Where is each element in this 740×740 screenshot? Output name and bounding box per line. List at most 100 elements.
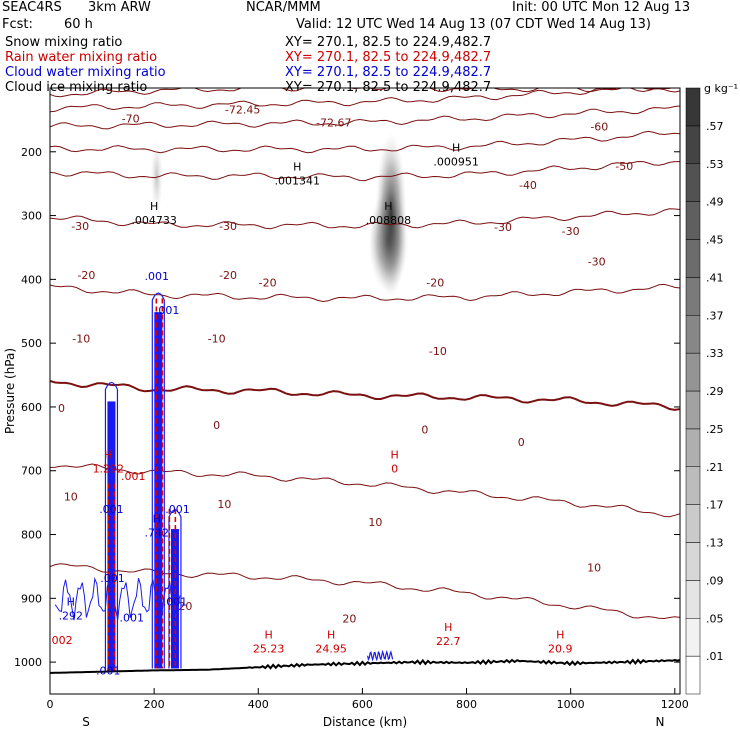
plot-area: -72.45 -72.67 -70 -60 -50 -40 -30 -30 -30 -30 -30 -… bbox=[48, 88, 680, 677]
colorbar-cell bbox=[685, 580, 701, 619]
colorbar-level-label: .57 bbox=[706, 120, 724, 133]
high-value: 22.7 bbox=[436, 635, 461, 648]
field-rain-name: Rain water mixing ratio bbox=[5, 50, 158, 65]
high-marker: H bbox=[104, 449, 112, 462]
temperature-label: -70 bbox=[122, 113, 140, 126]
colorbar-cell bbox=[685, 239, 701, 278]
surface-pressure-line bbox=[50, 658, 680, 674]
field-cloudwater-xy: XY= 270.1, 82.5 to 224.9,482.7 bbox=[285, 65, 492, 80]
endpoint-left: S bbox=[82, 715, 90, 729]
high-value: .292 bbox=[59, 609, 84, 622]
high-marker: H bbox=[444, 621, 452, 634]
valid-time: Valid: 12 UTC Wed 14 Aug 13 (07 CDT Wed … bbox=[296, 17, 651, 32]
temperature-label: -72.67 bbox=[316, 116, 351, 129]
temperature-label: 10 bbox=[587, 562, 601, 575]
high-value: 25.23 bbox=[253, 643, 285, 656]
x-tick-label: 400 bbox=[248, 698, 269, 711]
high-marker: H bbox=[391, 449, 399, 462]
colorbar-cell bbox=[685, 428, 701, 467]
temperature-contour bbox=[50, 105, 680, 130]
colorbar-level-label: .25 bbox=[706, 423, 724, 436]
colorbar-level-label: .45 bbox=[706, 234, 724, 247]
cloud-water-contour bbox=[104, 381, 119, 671]
endpoint-right: N bbox=[656, 715, 665, 729]
high-marker: H bbox=[150, 200, 158, 213]
temperature-label: -20 bbox=[77, 269, 95, 282]
colorbar-cell bbox=[685, 655, 701, 695]
colorbar-cell bbox=[685, 163, 701, 202]
cloud-water-contour bbox=[367, 649, 394, 662]
temperature-contour bbox=[50, 283, 680, 303]
colorbar-level-label: .13 bbox=[706, 537, 724, 550]
temperature-label: -30 bbox=[71, 220, 89, 233]
cloud-water-contour bbox=[151, 292, 165, 669]
colorbar-cell bbox=[685, 352, 701, 392]
temperature-label: 10 bbox=[64, 490, 78, 503]
colorbar-cell bbox=[685, 504, 701, 543]
temperature-label: -30 bbox=[219, 220, 237, 233]
temperature-label: 0 bbox=[213, 419, 220, 432]
colorbar-level-label: .53 bbox=[706, 158, 724, 171]
plot-frame bbox=[49, 87, 681, 695]
high-value: .742 bbox=[144, 527, 169, 540]
colorbar-cell bbox=[685, 618, 701, 657]
colorbar-cell bbox=[685, 201, 701, 240]
contour-value-label: .001 bbox=[163, 596, 188, 609]
colorbar-level-label: .33 bbox=[706, 347, 724, 360]
contour-value-label: .001 bbox=[165, 503, 190, 516]
temperature-contour bbox=[50, 208, 680, 230]
temperature-label: 20 bbox=[342, 613, 356, 626]
high-marker: H bbox=[384, 200, 392, 213]
colorbar: .01 .05 .09 .13 .17 .21 .25 .29 .33 .37 .41 .45 .49.… bbox=[685, 82, 738, 695]
field-snow-name: Snow mixing ratio bbox=[5, 35, 123, 50]
y-tick-label: 300 bbox=[21, 210, 42, 223]
colorbar-level-label: .41 bbox=[706, 271, 724, 284]
temperature-contour bbox=[50, 379, 680, 411]
high-marker: H bbox=[67, 595, 75, 608]
temperature-label: -30 bbox=[588, 256, 606, 269]
colorbar-cell bbox=[685, 466, 701, 505]
colorbar-cell bbox=[685, 87, 701, 127]
colorbar-cell bbox=[685, 315, 701, 354]
x-tick-label: 1000 bbox=[557, 698, 585, 711]
title-model: 3km ARW bbox=[88, 0, 151, 15]
x-tick-label: 1200 bbox=[661, 698, 689, 711]
field-cloudwater-name: Cloud water mixing ratio bbox=[5, 65, 166, 80]
y-tick-label: 500 bbox=[21, 337, 42, 350]
cloud-water-core bbox=[154, 312, 163, 669]
temperature-label: -72.45 bbox=[225, 104, 260, 117]
temperature-contour bbox=[50, 130, 680, 154]
y-tick-label: 700 bbox=[21, 465, 42, 478]
title-project: SEAC4RS bbox=[2, 0, 62, 15]
high-value: .004733 bbox=[131, 214, 177, 227]
contour-value-label: .002 bbox=[48, 634, 73, 647]
colorbar-level-label: .29 bbox=[706, 385, 724, 398]
high-marker: H bbox=[265, 629, 273, 642]
colorbar-level-label: .05 bbox=[706, 612, 724, 625]
init-time: Init: 00 UTC Mon 12 Aug 13 bbox=[512, 0, 691, 15]
x-tick-label: 600 bbox=[352, 698, 373, 711]
contour-value-label: .001 bbox=[96, 664, 121, 677]
colorbar-cell bbox=[685, 542, 701, 581]
high-value: .008808 bbox=[366, 214, 412, 227]
y-tick-label: 600 bbox=[21, 401, 42, 414]
cloud-water-core bbox=[107, 401, 116, 671]
high-marker: H bbox=[556, 629, 564, 642]
x-axis-label: Distance (km) bbox=[323, 715, 407, 729]
y-axis-label: Pressure (hPa) bbox=[3, 348, 17, 434]
cloud-water-contour bbox=[54, 576, 181, 621]
high-value: 0 bbox=[391, 463, 398, 476]
temperature-label: -40 bbox=[519, 179, 537, 192]
y-tick-label: 200 bbox=[21, 146, 42, 159]
high-value: .001341 bbox=[275, 174, 321, 187]
temperature-label: -20 bbox=[426, 277, 444, 290]
temperature-label: -60 bbox=[590, 120, 608, 133]
high-value: 24.95 bbox=[315, 643, 347, 656]
high-marker: H bbox=[293, 160, 301, 173]
temperature-label: -10 bbox=[72, 333, 90, 346]
high-marker: H bbox=[327, 629, 335, 642]
colorbar-level-label: .17 bbox=[706, 499, 724, 512]
contour-value-label: .001 bbox=[119, 611, 144, 624]
temperature-label: -20 bbox=[259, 277, 277, 290]
